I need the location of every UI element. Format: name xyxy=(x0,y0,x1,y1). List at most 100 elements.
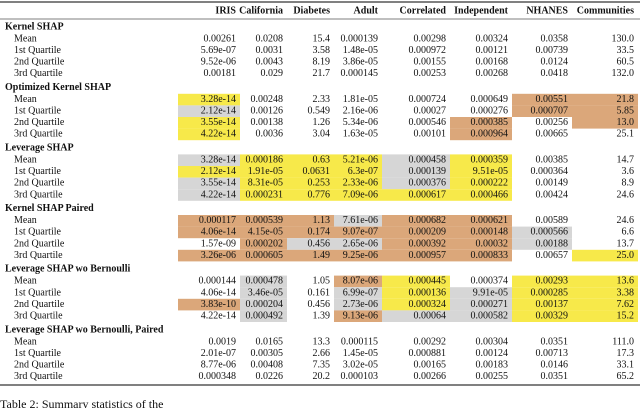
cell-value: 2.73e-06 xyxy=(343,299,378,310)
cell-highlight xyxy=(334,275,382,288)
cell-value: 0.000833 xyxy=(471,250,509,261)
cell-value: 2.12e-14 xyxy=(201,166,236,177)
cell-highlight xyxy=(240,226,287,239)
cell-value: 0.456 xyxy=(308,238,331,249)
cell-highlight xyxy=(382,238,450,250)
cell-highlight xyxy=(572,249,638,262)
cell-value: 13.6 xyxy=(617,276,635,287)
cell-highlight xyxy=(178,226,240,239)
cell-highlight xyxy=(334,310,382,322)
cell-value: 3.58 xyxy=(313,45,331,56)
cell-value: 0.00149 xyxy=(536,178,569,189)
cell-value: 2.16e-06 xyxy=(343,105,378,116)
cell-value: 0.00298 xyxy=(414,33,447,44)
cell-value: 0.63 xyxy=(313,154,331,165)
cell-highlight xyxy=(287,166,334,178)
column-header: Diabetes xyxy=(293,5,330,16)
cell-highlight xyxy=(334,154,382,166)
cell-highlight xyxy=(512,226,572,239)
cell-value: 7.35 xyxy=(313,359,331,370)
cell-highlight xyxy=(382,189,450,201)
cell-value: 4.15e-05 xyxy=(248,227,283,238)
cell-highlight xyxy=(334,166,382,178)
cell-value: 0.000115 xyxy=(341,336,378,347)
cell-value: 0.00589 xyxy=(536,215,569,226)
cell-value: 0.00268 xyxy=(476,68,509,79)
column-header: California xyxy=(239,5,283,16)
cell-value: 0.00385 xyxy=(536,154,569,165)
cell-value: 0.00181 xyxy=(204,68,237,79)
cell-value: 20.2 xyxy=(313,371,331,382)
cell-value: 0.000231 xyxy=(246,189,284,200)
cell-value: 2.12e-14 xyxy=(201,105,236,116)
cell-highlight xyxy=(240,166,287,178)
cell-value: 0.456 xyxy=(308,299,331,310)
cell-highlight xyxy=(178,166,240,178)
cell-value: 0.000285 xyxy=(531,287,569,298)
cell-highlight xyxy=(334,215,382,227)
cell-value: 24.6 xyxy=(617,189,635,200)
cell-value: 0.0418 xyxy=(541,68,569,79)
cell-value: 0.000605 xyxy=(246,250,284,261)
cell-value: 0.000957 xyxy=(409,250,447,261)
row-label: Mean xyxy=(14,276,37,287)
cell-value: 1.57e-09 xyxy=(201,238,236,249)
cell-value: 0.000964 xyxy=(471,129,509,140)
cell-value: 0.00261 xyxy=(204,33,237,44)
cell-highlight xyxy=(382,166,450,178)
cell-value: 1.05 xyxy=(313,276,331,287)
cell-highlight xyxy=(178,298,240,311)
cell-value: 4.22e-14 xyxy=(201,129,236,140)
cell-highlight xyxy=(334,177,382,190)
cell-value: 0.0031 xyxy=(256,45,284,56)
cell-value: 0.000539 xyxy=(246,215,284,226)
cell-value: 9.07e-07 xyxy=(343,227,378,238)
cell-highlight xyxy=(572,310,638,322)
cell-value: 1.91e-05 xyxy=(248,166,283,177)
cell-value: 0.000881 xyxy=(409,348,447,359)
cell-value: 0.000566 xyxy=(531,227,569,238)
cell-highlight xyxy=(572,105,638,117)
row-label: Mean xyxy=(14,336,37,347)
row-label: Mean xyxy=(14,215,37,226)
cell-value: 25.0 xyxy=(617,250,635,261)
row-label: 2nd Quartile xyxy=(14,299,65,310)
cell-value: 60.5 xyxy=(617,56,635,67)
cell-highlight xyxy=(512,275,572,288)
cell-value: 0.00121 xyxy=(476,45,509,56)
row-label: 2nd Quartile xyxy=(14,178,65,189)
cell-highlight xyxy=(512,310,572,322)
cell-highlight xyxy=(178,249,240,262)
cell-value: 0.000392 xyxy=(409,238,447,249)
cell-highlight xyxy=(240,189,287,201)
row-label: 3rd Quartile xyxy=(14,310,63,321)
cell-value: 5.34e-06 xyxy=(343,117,378,128)
row-label: 2nd Quartile xyxy=(14,56,65,67)
row-label: 2nd Quartile xyxy=(14,238,65,249)
cell-value: 0.174 xyxy=(308,227,331,238)
cell-value: 5.69e-07 xyxy=(201,45,236,56)
cell-value: 3.38 xyxy=(617,287,635,298)
cell-value: 0.000374 xyxy=(471,276,509,287)
cell-value: 0.0631 xyxy=(303,166,331,177)
cell-value: 9.52e-06 xyxy=(201,56,236,67)
cell-highlight xyxy=(334,226,382,239)
cell-value: 0.776 xyxy=(308,189,331,200)
cell-value: 0.00657 xyxy=(536,250,569,261)
cell-highlight xyxy=(382,226,450,239)
cell-value: 0.00256 xyxy=(536,117,569,128)
cell-value: 0.000276 xyxy=(471,105,509,116)
cell-value: 14.7 xyxy=(617,154,635,165)
cell-highlight xyxy=(240,298,287,311)
cell-value: 0.00253 xyxy=(414,68,447,79)
cell-highlight xyxy=(450,189,512,201)
row-label: 2nd Quartile xyxy=(14,117,65,128)
cell-value: 0.0124 xyxy=(541,56,569,67)
cell-value: 2.66 xyxy=(313,348,331,359)
cell-value: 0.253 xyxy=(308,178,331,189)
cell-value: 1.63e-05 xyxy=(343,129,378,140)
cell-value: 0.00739 xyxy=(536,45,569,56)
cell-value: 8.07e-06 xyxy=(343,276,378,287)
cell-value: 0.00293 xyxy=(536,276,569,287)
